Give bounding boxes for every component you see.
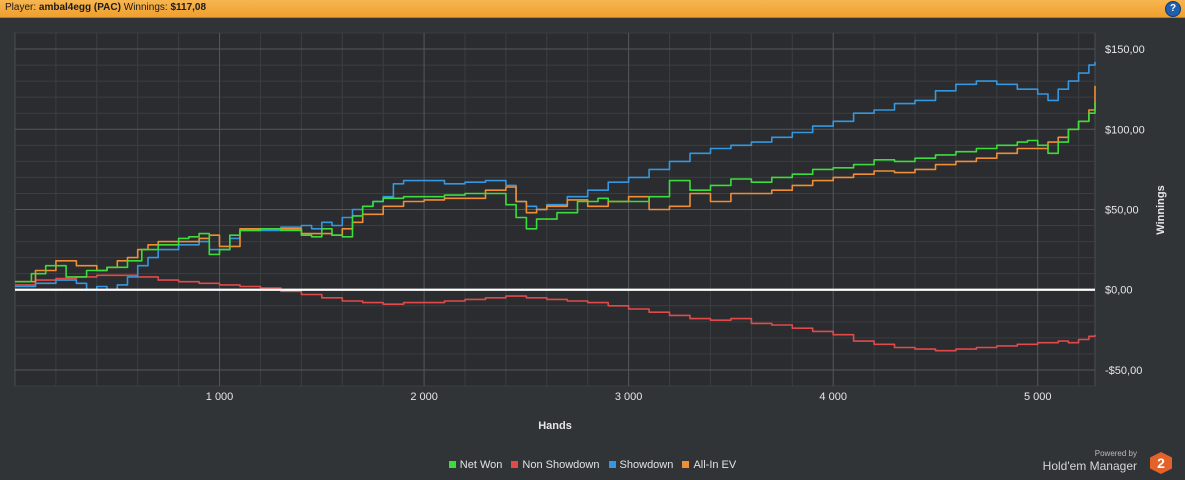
winnings-value: $117,08	[170, 2, 207, 13]
legend-item-non-showdown[interactable]: Non Showdown	[511, 459, 599, 471]
y-tick-label: $0,00	[1105, 285, 1133, 297]
legend-item-all-in-ev[interactable]: All-In EV	[682, 459, 736, 471]
y-tick-label: $150,00	[1105, 44, 1145, 56]
series-line-all-in-ev	[15, 85, 1096, 283]
y-tick-label: $50,00	[1105, 205, 1139, 217]
legend-item-showdown[interactable]: Showdown	[608, 459, 674, 471]
legend-swatch-non-showdown	[511, 461, 519, 468]
legend-swatch-all-in-ev	[682, 461, 690, 468]
series-line-non-showdown	[15, 274, 1096, 352]
y-tick-label: -$50,00	[1105, 365, 1142, 377]
series-layer	[15, 61, 1096, 352]
series-line-net-won	[15, 102, 1096, 283]
branding: Powered by Hold'em Manager 2	[1042, 448, 1175, 478]
player-summary: Player: ambal4egg (PAC) Winnings: $117,0…	[5, 2, 206, 13]
player-name: ambal4egg (PAC)	[38, 2, 121, 13]
y-tick-label: $100,00	[1105, 124, 1145, 136]
x-tick-label: 5 000	[1024, 391, 1052, 403]
powered-by-text: Powered by	[1094, 449, 1137, 458]
legend-label-all-in-ev: All-In EV	[693, 459, 737, 471]
chart-legend: Net Won Non Showdown Showdown All-In EV	[0, 459, 1185, 471]
legend-label-non-showdown: Non Showdown	[522, 459, 600, 471]
product-name: Hold'em Manager	[1042, 459, 1137, 473]
x-tick-label: 1 000	[206, 391, 234, 403]
legend-swatch-net-won	[448, 461, 456, 468]
legend-label-net-won: Net Won	[459, 459, 503, 471]
y-axis-ticks: $150,00 $100,00 $50,00 $0,00 -$50,00	[1105, 44, 1145, 377]
player-label: Player:	[5, 2, 37, 13]
x-axis-label: Hands	[538, 420, 572, 432]
x-tick-label: 4 000	[819, 391, 847, 403]
x-axis-ticks: 1 000 2 000 3 000 4 000 5 000	[206, 391, 1052, 403]
hem2-logo-icon: 2	[1150, 452, 1172, 474]
winnings-label: Winnings:	[123, 2, 168, 13]
x-tick-label: 2 000	[410, 391, 438, 403]
legend-label-showdown: Showdown	[619, 459, 674, 471]
legend-swatch-showdown	[608, 461, 616, 468]
y-axis-label: Winnings	[1155, 185, 1167, 234]
title-bar: Player: ambal4egg (PAC) Winnings: $117,0…	[0, 0, 1185, 18]
series-line-showdown	[15, 61, 1096, 291]
legend-item-net-won[interactable]: Net Won	[448, 459, 503, 471]
help-icon[interactable]: ?	[1165, 1, 1181, 17]
winnings-chart: 1 000 2 000 3 000 4 000 5 000 $150,00 $100,00…	[14, 32, 1167, 432]
x-tick-label: 3 000	[615, 391, 643, 403]
